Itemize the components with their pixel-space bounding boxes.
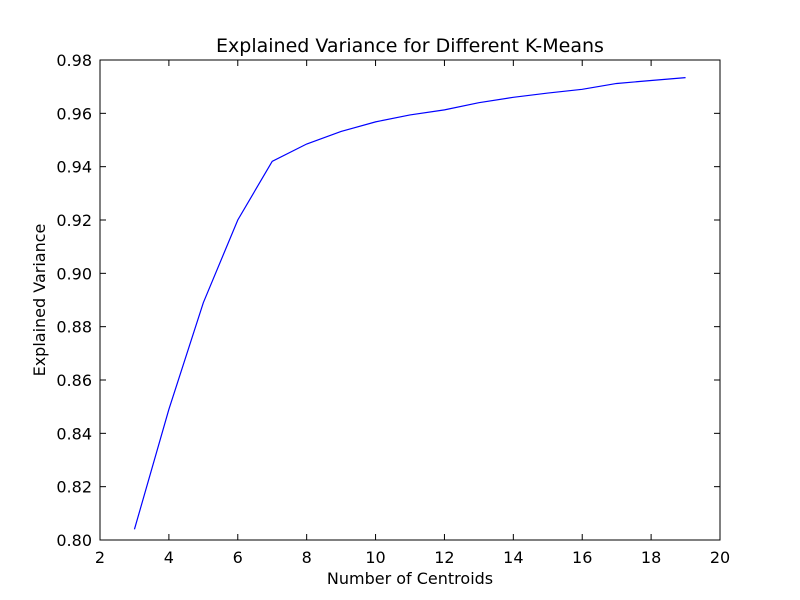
y-tick-label: 0.82 [56,478,92,497]
x-tick-label: 20 [710,548,730,567]
x-tick-label: 2 [95,548,105,567]
x-tick-label: 12 [434,548,454,567]
y-tick-label: 0.98 [56,51,92,70]
x-tick-label: 16 [572,548,592,567]
y-tick-label: 0.92 [56,211,92,230]
x-tick-label: 6 [233,548,243,567]
x-tick-label: 18 [641,548,661,567]
x-tick-label: 10 [365,548,385,567]
y-tick-label: 0.88 [56,318,92,337]
axis-ticks: 2 4 6 8 10 12 14 16 18 20 0.80 0.82 0.84 0.86 0.88 0.90… [56,51,730,567]
y-axis-label: Explained Variance [30,224,49,377]
plot-series [133,77,686,530]
series-line [133,77,686,530]
x-axis-label: Number of Centroids [327,569,493,588]
chart-title: Explained Variance for Different K-Means [216,35,604,57]
y-tick-label: 0.90 [56,264,92,283]
y-tick-label: 0.86 [56,371,92,390]
y-tick-label: 0.94 [56,158,92,177]
x-tick-label: 4 [164,548,174,567]
y-tick-label: 0.80 [56,531,92,550]
x-tick-label: 8 [302,548,312,567]
y-tick-label: 0.96 [56,104,92,123]
plot-area-frame [99,59,721,541]
x-tick-label: 14 [503,548,523,567]
y-tick-label: 0.84 [56,424,92,443]
